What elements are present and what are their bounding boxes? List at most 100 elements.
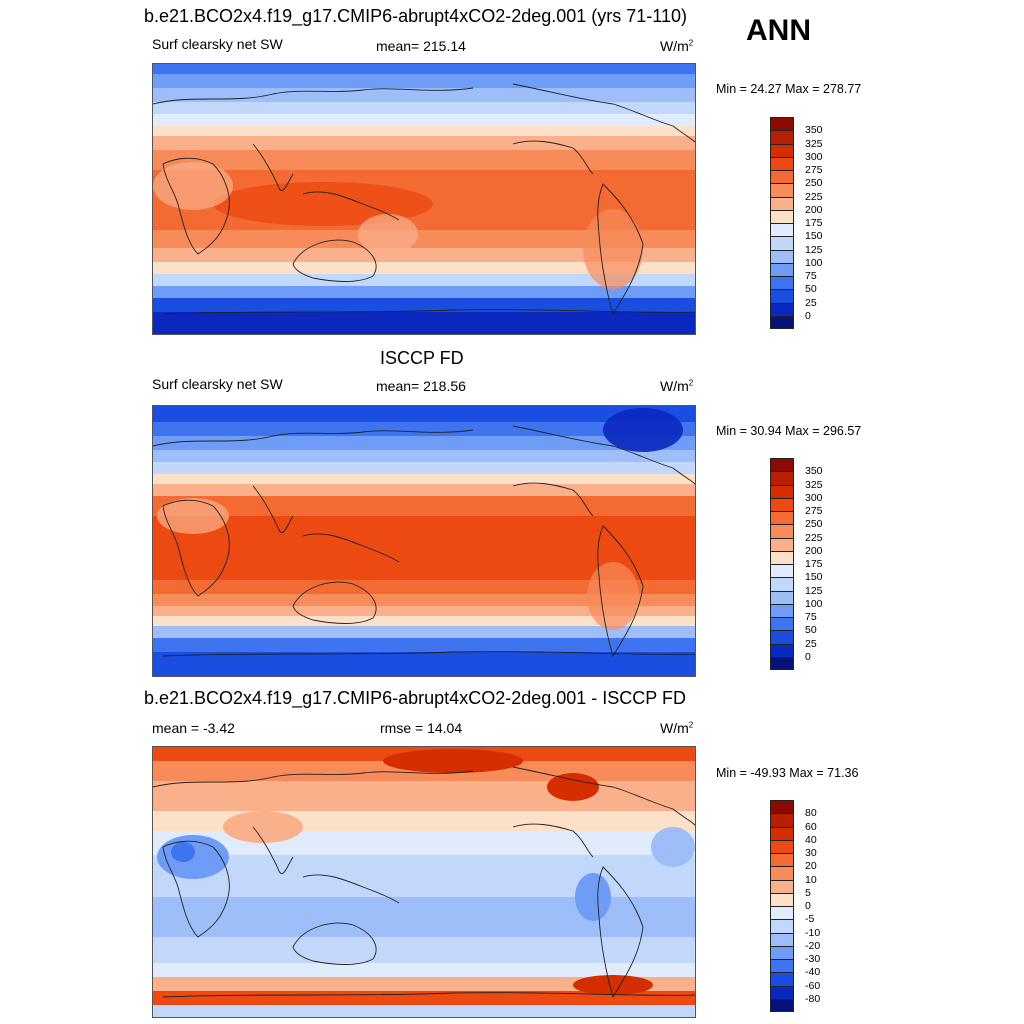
panel-2-title: ISCCP FD: [380, 348, 464, 368]
colorbar-swatch: [770, 289, 794, 303]
colorbar-swatch: [770, 800, 794, 814]
colorbar-swatch: [770, 458, 794, 472]
colorbar-swatch: [770, 511, 794, 525]
colorbar-tick-label: 175: [805, 217, 823, 229]
panel-3-mean: mean = -3.42: [152, 720, 235, 736]
panel-1-mean: mean= 215.14: [376, 38, 466, 54]
colorbar-swatch: [770, 617, 794, 631]
colorbar-swatch: [770, 630, 794, 644]
colorbar-tick-label: 75: [805, 270, 817, 282]
colorbar-swatch: [770, 156, 794, 171]
panel-2-colorbar: [770, 458, 794, 670]
colorbar-swatch: [770, 223, 794, 237]
colorbar-swatch: [770, 959, 794, 973]
colorbar-tick-label: 325: [805, 478, 823, 491]
colorbar-swatch: [770, 196, 794, 211]
colorbar-swatch: [770, 143, 794, 158]
colorbar-swatch: [770, 603, 794, 618]
colorbar-swatch: [770, 656, 794, 670]
colorbar-swatch: [770, 892, 794, 907]
colorbar-swatch: [770, 972, 794, 986]
colorbar-tick-label: 125: [805, 243, 823, 256]
colorbar-tick-label: 150: [805, 571, 823, 584]
colorbar-tick-label: 0: [805, 309, 811, 322]
colorbar-swatch: [770, 839, 794, 854]
colorbar-tick-label: 275: [805, 505, 823, 517]
colorbar-tick-label: -80: [805, 992, 821, 1005]
colorbar-tick-label: 0: [805, 650, 811, 663]
panel-3-rmse: rmse = 14.04: [380, 720, 463, 736]
panel-2-map: [152, 405, 696, 677]
colorbar-tick-label: 250: [805, 518, 823, 531]
colorbar-tick-label: 300: [805, 150, 823, 163]
colorbar-tick-label: 75: [805, 611, 817, 623]
panel-1-minmax: Min = 24.27 Max = 278.77: [716, 82, 862, 96]
colorbar-tick-label: 40: [805, 833, 817, 846]
panel-3-title: b.e21.BCO2x4.f19_g17.CMIP6-abrupt4xCO2-2…: [144, 688, 686, 708]
colorbar-swatch: [770, 577, 794, 591]
panel-3-map-graphic: [153, 747, 695, 1017]
colorbar-swatch: [770, 906, 794, 920]
colorbar-swatch: [770, 813, 794, 827]
panel-2-map-graphic: [153, 406, 695, 676]
colorbar-tick-label: 10: [805, 873, 817, 886]
panel-2-mean: mean= 218.56: [376, 378, 466, 394]
colorbar-tick-label: 20: [805, 860, 817, 873]
colorbar-tick-label: 175: [805, 558, 823, 570]
colorbar-swatch: [770, 564, 794, 578]
colorbar-tick-label: 80: [805, 807, 817, 820]
season-label: ANN: [746, 14, 811, 47]
colorbar-tick-label: 225: [805, 190, 823, 203]
colorbar-swatch: [770, 130, 794, 144]
colorbar-tick-label: 60: [805, 820, 817, 833]
colorbar-tick-label: 200: [805, 544, 823, 557]
panel-1-colorbar: [770, 117, 794, 329]
colorbar-tick-label: 25: [805, 637, 817, 650]
colorbar-tick-label: 300: [805, 491, 823, 504]
colorbar-swatch: [770, 183, 794, 197]
colorbar-tick-label: 100: [805, 256, 823, 269]
colorbar-swatch: [770, 537, 794, 552]
colorbar-swatch: [770, 484, 794, 499]
panel-2-minmax: Min = 30.94 Max = 296.57: [716, 424, 862, 438]
colorbar-tick-label: -30: [805, 953, 821, 965]
colorbar-swatch: [770, 170, 794, 184]
colorbar-swatch: [770, 471, 794, 485]
colorbar-swatch: [770, 117, 794, 131]
colorbar-swatch: [770, 497, 794, 512]
colorbar-swatch: [770, 302, 794, 317]
panel-1-variable: Surf clearsky net SW: [152, 36, 283, 52]
panel-1-map: [152, 63, 696, 335]
panel-3-minmax: Min = -49.93 Max = 71.36: [716, 766, 859, 780]
colorbar-swatch: [770, 262, 794, 277]
colorbar-swatch: [770, 524, 794, 538]
colorbar-swatch: [770, 276, 794, 290]
colorbar-swatch: [770, 919, 794, 933]
panel-2-units: W/m2: [660, 378, 694, 394]
panel-2-variable: Surf clearsky net SW: [152, 376, 283, 392]
colorbar-swatch: [770, 826, 794, 841]
colorbar-tick-label: 125: [805, 584, 823, 597]
colorbar-swatch: [770, 945, 794, 960]
panel-3-units: W/m2: [660, 720, 694, 736]
colorbar-tick-label: 275: [805, 164, 823, 176]
colorbar-swatch: [770, 590, 794, 605]
colorbar-tick-label: 225: [805, 531, 823, 544]
colorbar-swatch: [770, 550, 794, 565]
colorbar-tick-label: 250: [805, 177, 823, 190]
panel-3-map: [152, 746, 696, 1018]
colorbar-swatch: [770, 236, 794, 250]
colorbar-tick-label: 350: [805, 465, 823, 478]
colorbar-swatch: [770, 853, 794, 867]
colorbar-tick-label: 100: [805, 597, 823, 610]
panel-1-title: b.e21.BCO2x4.f19_g17.CMIP6-abrupt4xCO2-2…: [144, 6, 687, 26]
colorbar-tick-label: -20: [805, 939, 821, 952]
panel-3-colorbar: [770, 800, 794, 1012]
colorbar-swatch: [770, 209, 794, 224]
panel-1-units: W/m2: [660, 38, 694, 54]
colorbar-swatch: [770, 249, 794, 264]
colorbar-tick-label: 325: [805, 137, 823, 150]
colorbar-tick-label: 350: [805, 124, 823, 137]
panel-1-map-graphic: [153, 64, 695, 334]
colorbar-tick-label: -5: [805, 913, 815, 926]
